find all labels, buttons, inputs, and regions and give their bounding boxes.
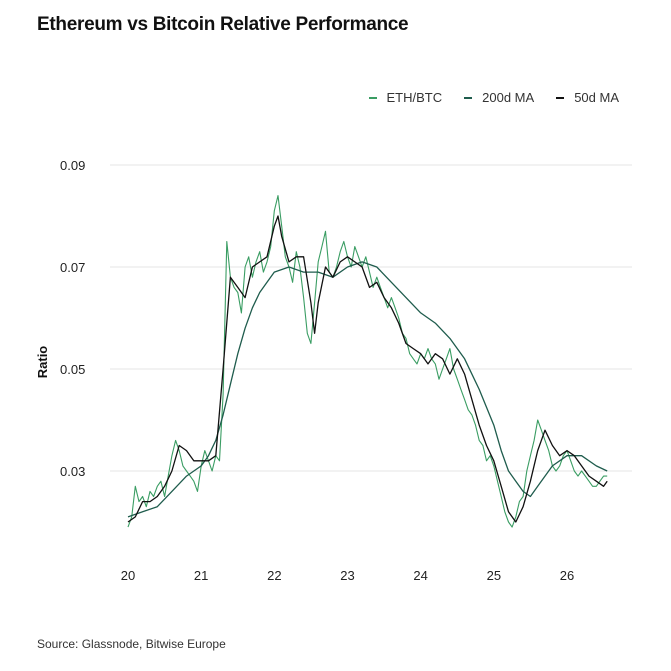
series-line-eth-btc [127, 195, 608, 528]
legend: ETH/BTC 200d MA 50d MA [368, 90, 619, 105]
x-tick-label: 22 [267, 568, 281, 583]
x-tick-label: 24 [413, 568, 427, 583]
legend-item-200d-ma: 200d MA [464, 90, 534, 105]
legend-label-50d-ma: 50d MA [574, 90, 619, 105]
source-note: Source: Glassnode, Bitwise Europe [37, 637, 226, 651]
x-tick-label: 26 [560, 568, 574, 583]
grid [110, 164, 632, 472]
series-line-50d-ma [127, 215, 608, 523]
y-tick-label: 0.07 [60, 260, 85, 275]
y-axis-label: Ratio [35, 346, 50, 379]
x-tick-label: 25 [487, 568, 501, 583]
legend-swatch-eth-btc [368, 96, 377, 99]
x-axis-ticks: 20 21 22 23 24 25 26 [121, 568, 574, 583]
x-tick-label: 21 [194, 568, 208, 583]
legend-swatch-50d-ma [556, 96, 565, 99]
legend-label-eth-btc: ETH/BTC [386, 90, 443, 105]
y-tick-label: 0.09 [60, 158, 85, 173]
x-tick-label: 23 [340, 568, 354, 583]
legend-item-50d-ma: 50d MA [556, 90, 619, 105]
x-tick-label: 20 [121, 568, 135, 583]
legend-label-200d-ma: 200d MA [482, 90, 535, 105]
chart-title: Ethereum vs Bitcoin Relative Performance [37, 14, 409, 35]
series-line-200d-ma [127, 261, 608, 518]
legend-item-eth-btc: ETH/BTC [368, 90, 443, 105]
series-lines [127, 195, 608, 528]
legend-swatch-200d-ma [464, 96, 473, 99]
y-tick-label: 0.05 [60, 362, 85, 377]
y-axis-ticks: 0.09 0.07 0.05 0.03 [60, 158, 85, 479]
y-tick-label: 0.03 [60, 464, 85, 479]
